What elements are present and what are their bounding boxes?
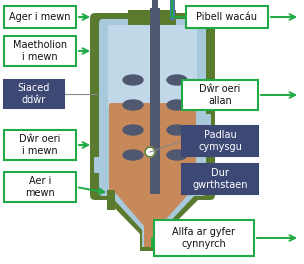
Bar bbox=[150, 8, 160, 194]
FancyBboxPatch shape bbox=[197, 114, 211, 130]
FancyBboxPatch shape bbox=[182, 80, 258, 110]
FancyBboxPatch shape bbox=[108, 25, 197, 108]
Text: Dur
gwrthstaen: Dur gwrthstaen bbox=[192, 168, 248, 190]
Ellipse shape bbox=[167, 125, 187, 135]
Polygon shape bbox=[108, 192, 197, 229]
Text: Aer i
mewn: Aer i mewn bbox=[25, 176, 55, 198]
FancyBboxPatch shape bbox=[154, 220, 254, 256]
Bar bbox=[170, 0, 175, 20]
FancyBboxPatch shape bbox=[99, 19, 206, 196]
FancyBboxPatch shape bbox=[90, 13, 215, 200]
Text: Siaced
ddŵr: Siaced ddŵr bbox=[18, 83, 50, 105]
Text: Maetholion
i mewn: Maetholion i mewn bbox=[13, 40, 67, 62]
Ellipse shape bbox=[123, 75, 143, 85]
Ellipse shape bbox=[167, 150, 187, 160]
Text: Allfa ar gyfer
cynnyrch: Allfa ar gyfer cynnyrch bbox=[172, 227, 236, 249]
Text: Ager i mewn: Ager i mewn bbox=[9, 12, 71, 22]
FancyBboxPatch shape bbox=[4, 172, 76, 202]
Ellipse shape bbox=[167, 100, 187, 110]
Text: Dŵr oeri
i mewn: Dŵr oeri i mewn bbox=[19, 134, 61, 156]
Bar bbox=[140, 233, 164, 251]
Text: Padlau
cymysgu: Padlau cymysgu bbox=[198, 130, 242, 152]
Text: Pibell wacáu: Pibell wacáu bbox=[196, 12, 257, 22]
Bar bbox=[142, 229, 162, 247]
Text: Dŵr oeri
allan: Dŵr oeri allan bbox=[199, 84, 241, 106]
FancyBboxPatch shape bbox=[182, 164, 258, 194]
Ellipse shape bbox=[167, 75, 187, 85]
Bar bbox=[128, 10, 176, 26]
Circle shape bbox=[200, 180, 210, 190]
Bar bbox=[107, 190, 115, 210]
Ellipse shape bbox=[123, 150, 143, 160]
Bar bbox=[152, 0, 158, 10]
Polygon shape bbox=[113, 189, 192, 225]
Circle shape bbox=[145, 147, 155, 157]
FancyBboxPatch shape bbox=[4, 36, 76, 66]
FancyBboxPatch shape bbox=[94, 157, 108, 173]
FancyBboxPatch shape bbox=[4, 80, 64, 108]
Bar bbox=[144, 225, 160, 247]
FancyBboxPatch shape bbox=[182, 126, 258, 156]
FancyBboxPatch shape bbox=[186, 6, 268, 28]
FancyBboxPatch shape bbox=[109, 103, 196, 191]
Ellipse shape bbox=[123, 100, 143, 110]
Polygon shape bbox=[103, 195, 202, 233]
Ellipse shape bbox=[123, 125, 143, 135]
FancyBboxPatch shape bbox=[4, 6, 76, 28]
FancyBboxPatch shape bbox=[4, 130, 76, 160]
